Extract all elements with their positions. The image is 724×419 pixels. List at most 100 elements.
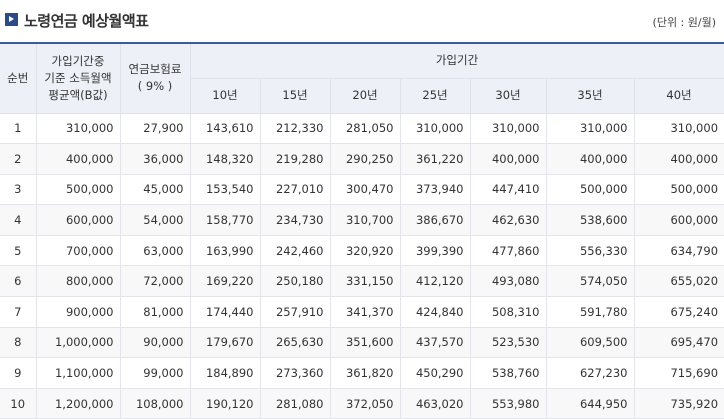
header-period: 40년 (633, 77, 724, 114)
table-row: 1 310,000 27,900 143,610 212,330 281,050 310,0… (0, 113, 724, 145)
header-period: 20년 (329, 77, 401, 114)
table-cell: 400,000 (633, 143, 724, 175)
table-cell: 281,050 (329, 113, 400, 145)
table-cell: 800,000 (35, 265, 120, 298)
table-cell: 257,910 (259, 296, 330, 328)
table-cell: 341,370 (329, 296, 400, 328)
table-cell: 250,180 (259, 265, 330, 298)
table-cell: 81,000 (119, 296, 190, 328)
table-cell: 310,000 (469, 113, 546, 145)
table-cell: 219,280 (259, 143, 330, 175)
unit-label: (단위 : 원/월) (652, 16, 716, 29)
row-seq: 6 (0, 265, 36, 298)
table-cell: 310,000 (633, 113, 724, 145)
table-row: 8 1,000,000 90,000 179,670 265,630 351,600 437… (0, 327, 724, 359)
table-cell: 227,010 (259, 174, 330, 206)
header-premium-line: ( 9% ) (137, 79, 173, 94)
table-cell: 108,000 (119, 388, 190, 419)
header-period: 10년 (189, 77, 261, 114)
row-seq: 9 (0, 357, 36, 389)
table-cell: 500,000 (633, 174, 724, 206)
table-cell: 634,790 (633, 235, 724, 267)
table-cell: 351,600 (329, 327, 400, 359)
table-cell: 386,670 (399, 204, 470, 236)
table-cell: 361,220 (399, 143, 470, 175)
title-bar: 노령연금 예상월액표 (단위 : 원/월) (0, 0, 724, 40)
table-cell: 1,100,000 (35, 357, 120, 389)
table-cell: 600,000 (35, 204, 120, 236)
header-period: 25년 (399, 77, 471, 114)
table-cell: 1,000,000 (35, 327, 120, 359)
table-cell: 148,320 (189, 143, 260, 175)
table-cell: 538,600 (545, 204, 634, 236)
table-cell: 508,310 (469, 296, 546, 328)
table-cell: 447,410 (469, 174, 546, 206)
table-cell: 463,020 (399, 388, 470, 419)
table-row: 6 800,000 72,000 169,220 250,180 331,150 412,1… (0, 265, 724, 298)
table-cell: 493,080 (469, 265, 546, 298)
table-cell: 400,000 (469, 143, 546, 175)
row-seq: 3 (0, 174, 36, 206)
table-row: 5 700,000 63,000 163,990 242,460 320,920 399,3… (0, 235, 724, 267)
table-cell: 372,050 (329, 388, 400, 419)
table-cell: 361,820 (329, 357, 400, 389)
table-row: 2 400,000 36,000 148,320 219,280 290,250 361,2… (0, 143, 724, 175)
table-cell: 400,000 (545, 143, 634, 175)
header-income-line: 가입기간중 (51, 53, 105, 68)
table-row: 4 600,000 54,000 158,770 234,730 310,700 386,6… (0, 204, 724, 236)
row-seq: 10 (0, 388, 36, 419)
header-period: 15년 (259, 77, 331, 114)
table-cell: 1,200,000 (35, 388, 120, 419)
table-cell: 184,890 (189, 357, 260, 389)
table-cell: 158,770 (189, 204, 260, 236)
table-cell: 331,150 (329, 265, 400, 298)
table-cell: 500,000 (35, 174, 120, 206)
table-cell: 90,000 (119, 327, 190, 359)
table-cell: 500,000 (545, 174, 634, 206)
table-cell: 462,630 (469, 204, 546, 236)
row-seq: 1 (0, 113, 36, 145)
page-title: 노령연금 예상월액표 (24, 12, 149, 30)
table-cell: 609,500 (545, 327, 634, 359)
table-cell: 212,330 (259, 113, 330, 145)
table-cell: 600,000 (633, 204, 724, 236)
table-cell: 63,000 (119, 235, 190, 267)
title-bullet-icon (5, 13, 18, 26)
table-cell: 437,570 (399, 327, 470, 359)
header-period: 30년 (469, 77, 547, 114)
table-cell: 265,630 (259, 327, 330, 359)
header-income-line: 평균액(B값) (48, 87, 108, 102)
table-cell: 54,000 (119, 204, 190, 236)
table-cell: 424,840 (399, 296, 470, 328)
table-cell: 644,950 (545, 388, 634, 419)
table-row: 9 1,100,000 99,000 184,890 273,360 361,820 450… (0, 357, 724, 389)
table-cell: 900,000 (35, 296, 120, 328)
header-income: 가입기간중 기준 소득월액 평균액(B값) (35, 42, 121, 114)
table-cell: 99,000 (119, 357, 190, 389)
table-cell: 72,000 (119, 265, 190, 298)
table-cell: 290,250 (329, 143, 400, 175)
table-cell: 27,900 (119, 113, 190, 145)
table-cell: 538,760 (469, 357, 546, 389)
table-cell: 36,000 (119, 143, 190, 175)
table-row: 3 500,000 45,000 153,540 227,010 300,470 373,9… (0, 174, 724, 206)
row-seq: 5 (0, 235, 36, 267)
table-cell: 179,670 (189, 327, 260, 359)
header-period-group: 가입기간 (189, 42, 724, 79)
table-cell: 735,920 (633, 388, 724, 419)
header-premium-line: 연금보험료 (128, 62, 182, 77)
header-income-line: 기준 소득월액 (44, 70, 112, 85)
table-cell: 153,540 (189, 174, 260, 206)
table-cell: 310,000 (545, 113, 634, 145)
row-seq: 7 (0, 296, 36, 328)
table-cell: 373,940 (399, 174, 470, 206)
table-row: 7 900,000 81,000 174,440 257,910 341,370 424,8… (0, 296, 724, 328)
table-cell: 523,530 (469, 327, 546, 359)
table-cell: 715,690 (633, 357, 724, 389)
table-cell: 310,000 (35, 113, 120, 145)
table-cell: 281,080 (259, 388, 330, 419)
table-cell: 320,920 (329, 235, 400, 267)
table-cell: 655,020 (633, 265, 724, 298)
table-cell: 477,860 (469, 235, 546, 267)
table-cell: 163,990 (189, 235, 260, 267)
